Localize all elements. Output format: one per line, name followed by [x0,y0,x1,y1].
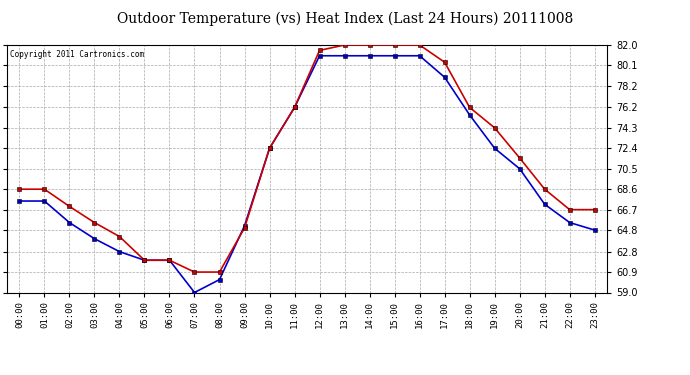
Text: Outdoor Temperature (vs) Heat Index (Last 24 Hours) 20111008: Outdoor Temperature (vs) Heat Index (Las… [117,11,573,26]
Text: Copyright 2011 Cartronics.com: Copyright 2011 Cartronics.com [10,50,144,59]
